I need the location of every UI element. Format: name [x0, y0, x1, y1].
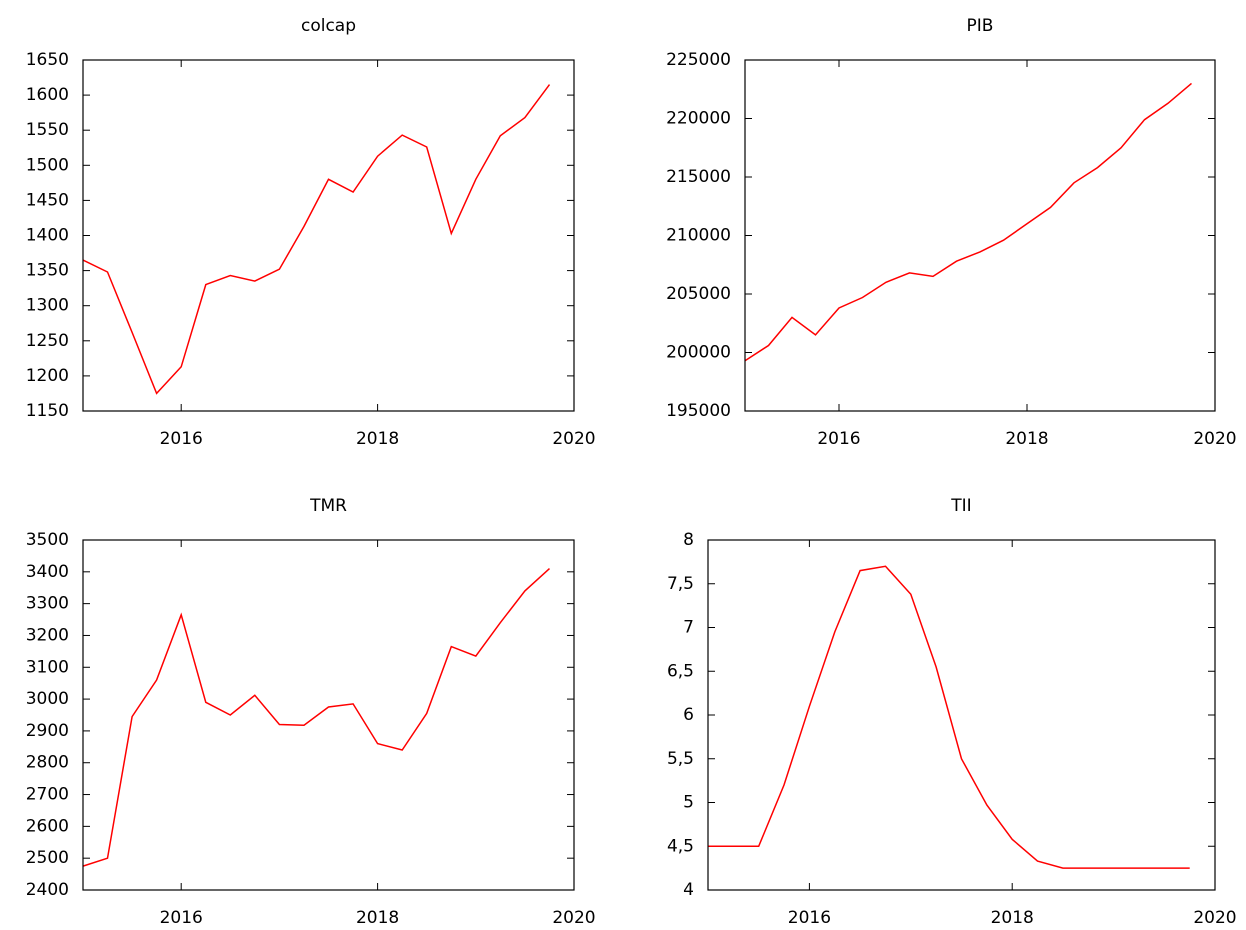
series-line [82, 568, 551, 867]
y-tick-label: 205000 [666, 284, 731, 304]
series-line [82, 84, 551, 395]
y-tick-label: 2600 [26, 816, 69, 836]
y-tick-label: 2700 [26, 785, 69, 805]
y-tick-label: 2500 [26, 848, 69, 868]
y-tick-label: 4,5 [667, 836, 694, 856]
x-tick-label: 2020 [1193, 429, 1236, 449]
y-tick-label: 6 [683, 705, 694, 725]
x-tick-label: 2016 [817, 429, 860, 449]
y-tick-label: 1500 [26, 155, 69, 175]
y-tick-label: 7,5 [667, 574, 694, 594]
y-tick-label: 3400 [26, 562, 69, 582]
y-tick-label: 3100 [26, 657, 69, 677]
y-tick-label: 2400 [26, 880, 69, 900]
y-tick-label: 5 [683, 793, 694, 813]
plot-frame [744, 59, 1216, 412]
y-tick-label: 220000 [666, 109, 731, 129]
series-line [744, 82, 1192, 362]
chart-title: colcap [301, 16, 356, 36]
y-tick-label: 1150 [26, 401, 69, 421]
x-tick-label: 2020 [1193, 908, 1236, 928]
y-tick-label: 1650 [26, 50, 69, 70]
y-tick-label: 210000 [666, 226, 731, 246]
x-tick-label: 2016 [160, 908, 203, 928]
x-tick-label: 2018 [991, 908, 1034, 928]
y-tick-label: 1450 [26, 190, 69, 210]
y-tick-label: 1350 [26, 261, 69, 281]
y-tick-label: 195000 [666, 401, 731, 421]
y-tick-label: 3000 [26, 689, 69, 709]
y-tick-label: 8 [683, 530, 694, 550]
y-tick-label: 1300 [26, 296, 69, 316]
x-tick-label: 2018 [1005, 429, 1048, 449]
chart-title: TMR [309, 496, 347, 516]
y-tick-label: 1600 [26, 85, 69, 105]
y-tick-label: 7 [683, 618, 694, 638]
x-tick-label: 2020 [552, 908, 595, 928]
x-tick-label: 2018 [356, 429, 399, 449]
x-tick-label: 2020 [552, 429, 595, 449]
x-tick-label: 2016 [160, 429, 203, 449]
x-tick-label: 2016 [788, 908, 831, 928]
chart-title: PIB [967, 16, 994, 36]
y-tick-label: 4 [683, 880, 694, 900]
y-tick-label: 200000 [666, 343, 731, 363]
plot-frame [82, 59, 575, 412]
y-tick-label: 1200 [26, 366, 69, 386]
y-tick-label: 2800 [26, 753, 69, 773]
y-tick-label: 6,5 [667, 661, 694, 681]
plot-frame [82, 539, 575, 891]
y-tick-label: 3500 [26, 530, 69, 550]
y-tick-label: 5,5 [667, 749, 694, 769]
y-tick-label: 3300 [26, 594, 69, 614]
chart-title: TII [950, 496, 971, 516]
y-tick-label: 3200 [26, 625, 69, 645]
plot-frame [707, 539, 1216, 891]
y-tick-label: 1550 [26, 120, 69, 140]
y-tick-label: 1400 [26, 226, 69, 246]
y-tick-label: 2900 [26, 721, 69, 741]
y-tick-label: 225000 [666, 50, 731, 70]
x-tick-label: 2018 [356, 908, 399, 928]
series-line [708, 565, 1190, 869]
y-tick-label: 1250 [26, 331, 69, 351]
y-tick-label: 215000 [666, 167, 731, 187]
